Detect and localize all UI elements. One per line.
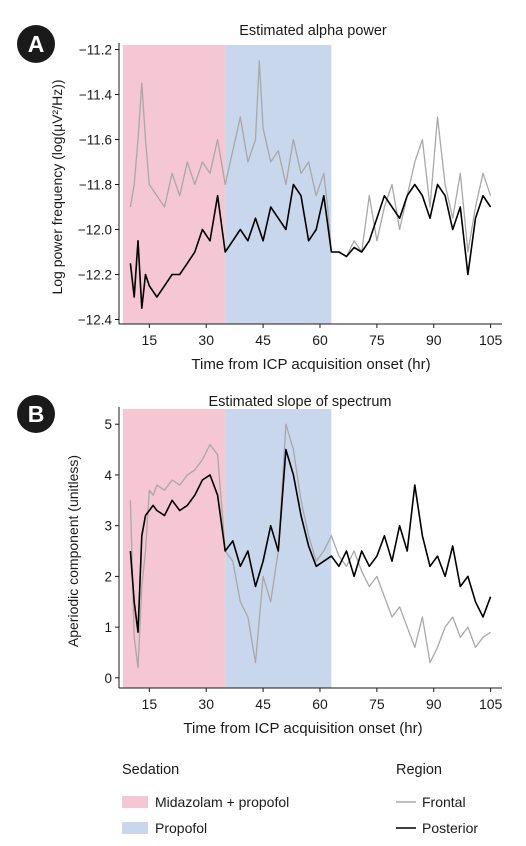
panel-a-badge-letter: A — [28, 31, 45, 57]
x-tick-label: 105 — [479, 332, 503, 348]
panel-a-axes: 15 30 45 60 75 90 105 −12.4 −12.2 −12.0 −11.8 −11.6… — [78, 43, 503, 349]
panel-a-y-axis-label: Log power frequency (log(µV²/Hz)) — [49, 79, 65, 294]
panel-b-badge-letter: B — [28, 401, 45, 427]
panel-b-series — [129, 423, 492, 669]
y-tick-label: 2 — [104, 569, 112, 584]
x-tick-label: 60 — [312, 332, 328, 348]
panel-a-plot-area — [122, 45, 332, 324]
y-tick-label: 5 — [104, 417, 112, 432]
x-tick-label: 30 — [198, 696, 214, 712]
x-tick-label: 45 — [255, 332, 271, 348]
x-tick-label: 30 — [198, 332, 214, 348]
y-tick-label: 4 — [104, 468, 112, 483]
x-tick-label: 90 — [426, 696, 442, 712]
panel-a-x-axis-label: Time from ICP acquisition onset (hr) — [191, 356, 430, 373]
panel-b: B Estimated slope of spectrum 15 30 45 60 75… — [17, 394, 503, 737]
y-tick-label: 0 — [104, 671, 112, 686]
panel-a-badge — [17, 25, 55, 63]
y-tick-label: −12.4 — [78, 313, 113, 328]
legend-label-propofol: Propofol — [155, 820, 207, 836]
x-tick-label: 15 — [142, 332, 158, 348]
x-tick-label: 105 — [479, 696, 503, 712]
y-tick-label: 1 — [104, 620, 112, 635]
shaded-region-midazolam-propofol — [122, 409, 226, 688]
legend: Sedation Midazolam + propofol Propofol R… — [122, 762, 478, 836]
y-tick-label: −12.0 — [78, 223, 112, 238]
y-tick-label: −11.8 — [79, 178, 112, 193]
y-tick-label: 3 — [104, 519, 112, 534]
series-line-frontal — [129, 60, 492, 258]
panel-b-y-axis-label: Aperiodic component (unitless) — [65, 455, 81, 647]
series-line-posterior — [129, 448, 492, 634]
legend-label-posterior: Posterior — [422, 820, 478, 836]
series-line-posterior — [129, 183, 492, 310]
series-line-frontal — [129, 423, 491, 669]
legend-region-title: Region — [396, 762, 442, 778]
x-tick-label: 45 — [255, 696, 271, 712]
legend-swatch-propofol — [122, 822, 148, 834]
panel-a-series — [129, 60, 492, 310]
y-tick-label: −12.2 — [78, 268, 112, 283]
shaded-region-midazolam-propofol — [122, 45, 226, 324]
panel-b-badge — [17, 395, 55, 433]
legend-swatch-midazolam-propofol — [122, 796, 148, 808]
legend-label-frontal: Frontal — [422, 794, 466, 810]
y-tick-label: −11.2 — [79, 43, 112, 58]
x-tick-label: 75 — [369, 332, 385, 348]
x-tick-label: 15 — [142, 696, 158, 712]
legend-sedation-title: Sedation — [122, 762, 179, 778]
y-tick-label: −11.4 — [79, 88, 113, 103]
panel-a-title: Estimated alpha power — [239, 23, 387, 39]
panel-b-x-axis-label: Time from ICP acquisition onset (hr) — [183, 720, 422, 737]
panel-a: A Estimated alpha power 15 30 45 60 75 90 105 −… — [17, 23, 503, 373]
panel-b-title: Estimated slope of spectrum — [209, 394, 392, 410]
x-tick-label: 75 — [369, 696, 385, 712]
shaded-region-propofol — [225, 45, 332, 324]
x-tick-label: 60 — [312, 696, 328, 712]
panel-b-plot-area — [122, 409, 332, 688]
x-tick-label: 90 — [426, 332, 442, 348]
legend-label-midazolam-propofol: Midazolam + propofol — [155, 794, 289, 810]
y-tick-label: −11.6 — [79, 133, 112, 148]
